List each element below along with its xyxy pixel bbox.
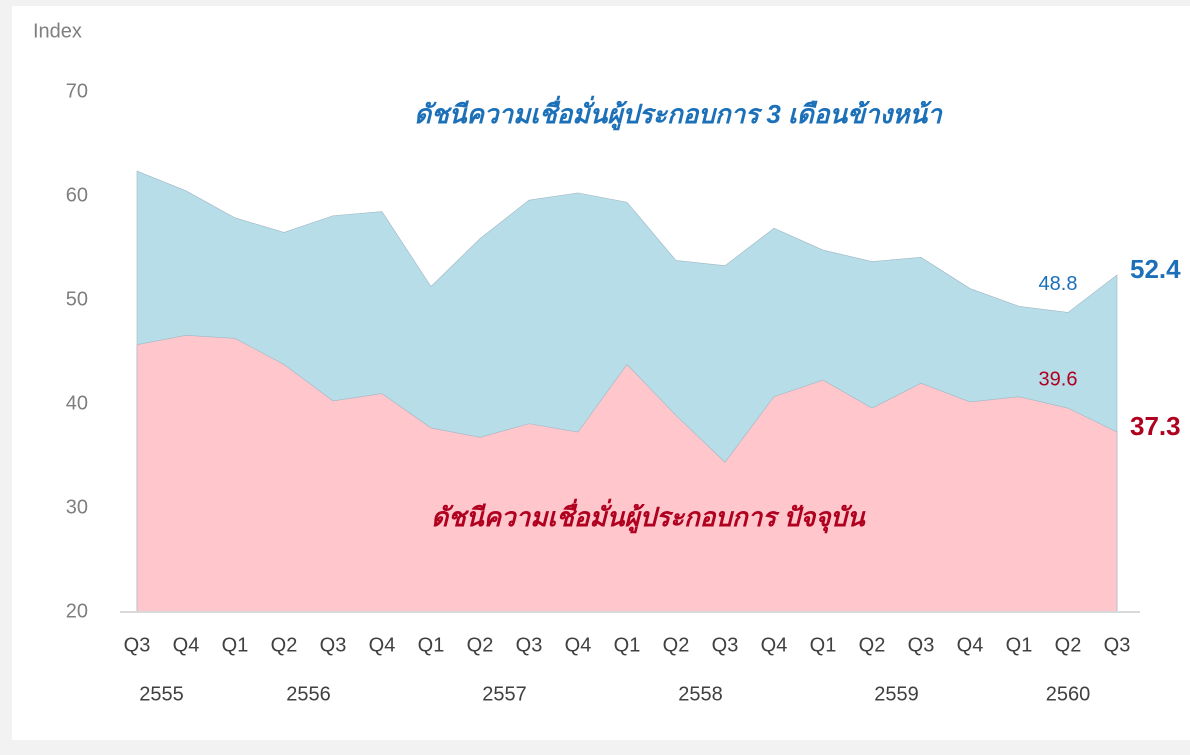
x-tick-label: Q1	[418, 634, 445, 656]
y-tick-label: 70	[66, 80, 88, 102]
x-tick-label: Q2	[1055, 634, 1082, 656]
x-tick-label: Q4	[957, 634, 984, 656]
x-tick-label: Q4	[761, 634, 788, 656]
x-group-label: 2556	[286, 683, 331, 705]
x-tick-label: Q4	[173, 634, 200, 656]
y-tick-label: 60	[66, 184, 88, 206]
x-group-label: 2558	[678, 683, 723, 705]
x-tick-label: Q1	[810, 634, 837, 656]
x-tick-label: Q3	[712, 634, 739, 656]
x-tick-label: Q1	[614, 634, 641, 656]
series-name: ดัชนีความเชื่อมั่นผู้ประกอบการ ปัจจุบัน	[431, 498, 866, 534]
series-name: ดัชนีความเชื่อมั่นผู้ประกอบการ 3 เดือนข้…	[414, 95, 943, 131]
x-group-label: 2559	[874, 683, 919, 705]
x-tick-label: Q2	[467, 634, 494, 656]
x-tick-label: Q3	[320, 634, 347, 656]
x-tick-label: Q4	[369, 634, 396, 656]
x-tick-label: Q1	[222, 634, 249, 656]
x-tick-label: Q2	[663, 634, 690, 656]
y-tick-label: 30	[66, 496, 88, 518]
value-label: 48.8	[1039, 273, 1078, 295]
y-tick-label: 40	[66, 392, 88, 414]
x-tick-label: Q2	[859, 634, 886, 656]
x-tick-label: Q3	[124, 634, 151, 656]
x-group-label: 2557	[482, 683, 527, 705]
x-group-label: 2555	[139, 683, 184, 705]
y-tick-label: 20	[66, 600, 88, 622]
value-label: 37.3	[1130, 411, 1181, 441]
value-label: 52.4	[1130, 254, 1181, 284]
x-tick-label: Q1	[1006, 634, 1033, 656]
y-axis-label: Index	[33, 20, 82, 42]
value-label: 39.6	[1039, 368, 1078, 390]
x-tick-label: Q2	[271, 634, 298, 656]
x-tick-label: Q3	[908, 634, 935, 656]
y-tick-label: 50	[66, 288, 88, 310]
x-tick-label: Q4	[565, 634, 592, 656]
area	[136, 335, 1118, 613]
x-tick-label: Q3	[516, 634, 543, 656]
x-tick-label: Q3	[1104, 634, 1131, 656]
x-group-label: 2560	[1046, 683, 1091, 705]
